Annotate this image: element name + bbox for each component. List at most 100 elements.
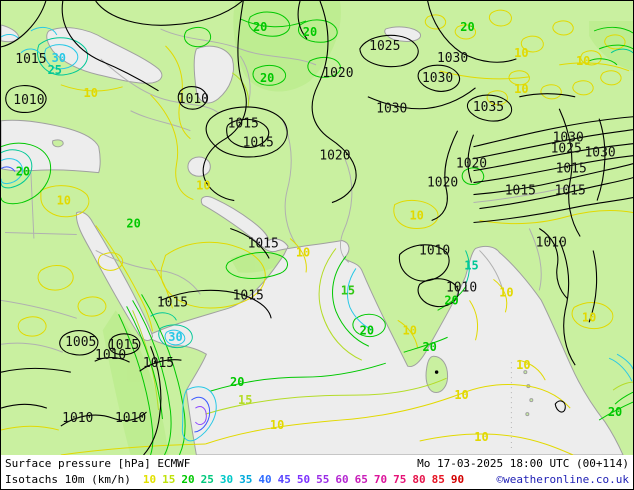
sea-shapes — [1, 24, 624, 455]
caspian-sea — [46, 27, 163, 84]
scale-value: 15 — [162, 473, 176, 486]
scale-value: 35 — [239, 473, 253, 486]
layer-title: Surface pressure [hPa] ECMWF — [5, 457, 191, 470]
pressure-label: 1015 — [108, 338, 139, 353]
isotach-label: 15 — [464, 258, 478, 272]
islands — [52, 139, 534, 417]
pressure-label: 1010 — [95, 348, 126, 363]
pressure-label: 1020 — [456, 157, 487, 172]
isotach-label: 10 — [576, 54, 590, 68]
scale-value: 70 — [373, 473, 388, 486]
isotach-contours-15 — [132, 72, 633, 415]
pressure-label: 1010 — [446, 280, 477, 295]
isotach-label: 20 — [16, 165, 30, 179]
pressure-label: 1020 — [322, 66, 353, 81]
scale-value: 10 — [142, 473, 157, 486]
mediterranean-sea — [1, 119, 101, 174]
country-borders — [1, 28, 580, 353]
scale-value: 40 — [258, 473, 272, 486]
black-sea-corner — [1, 24, 20, 43]
isotach-label: 10 — [270, 418, 284, 432]
pressure-label: 1020 — [319, 149, 350, 164]
isotach-label: 10 — [474, 430, 488, 444]
isotach-label: 10 — [582, 310, 596, 324]
pressure-label: 1015 — [233, 288, 264, 303]
isotach-label: 30 — [52, 51, 66, 65]
legend-row-1: Surface pressure [hPa] ECMWF Mo 17-03-20… — [5, 456, 629, 471]
isotach-label: 20 — [126, 216, 140, 230]
legend-row-2: Isotachs 10m (km/h) 10 15 20 25 30 35 40 45 50 55… — [5, 472, 629, 487]
desert-patch-2 — [187, 156, 211, 177]
scale-value: 75 — [393, 473, 407, 486]
isotach-label: 10 — [403, 323, 417, 337]
pressure-label: 1025 — [551, 142, 582, 157]
pressure-label: 1015 — [143, 356, 174, 371]
pressure-label: 1030 — [422, 71, 453, 86]
pressure-label: 1015 — [248, 236, 279, 251]
scale-value: 85 — [431, 473, 445, 486]
isotach-label: 20 — [444, 293, 458, 307]
isotach-contours-30 — [1, 26, 633, 442]
isotach-label: 10 — [409, 209, 423, 223]
copyright-link[interactable]: ©weatheronline.co.uk — [496, 473, 629, 486]
isobar-contours — [1, 1, 633, 455]
scale-value: 50 — [296, 473, 311, 486]
isotach-label: 10 — [499, 285, 513, 299]
pressure-label: 1015 — [15, 52, 46, 67]
isotach-label: 10 — [84, 86, 98, 100]
scale-value: 90 — [450, 473, 465, 486]
scale-value: 80 — [412, 473, 426, 486]
pressure-label: 1030 — [585, 146, 616, 161]
pressure-label: 1020 — [427, 176, 458, 191]
isotach-contours-10 — [1, 9, 633, 455]
isotach-label: 30 — [168, 330, 182, 344]
isotach-label: 20 — [253, 20, 267, 34]
isotach-contours-20 — [1, 11, 633, 455]
isotach-label: 15 — [238, 393, 252, 407]
scale-value: 25 — [200, 473, 214, 486]
highland-patch — [384, 26, 422, 42]
pressure-label: 1030 — [376, 102, 407, 117]
isotach-label: 10 — [514, 82, 528, 96]
pressure-label: 1010 — [536, 235, 567, 250]
pressure-label: 1005 — [65, 335, 96, 350]
pressure-label: 1010 — [13, 93, 44, 108]
isotach-label: 20 — [360, 323, 374, 337]
pressure-label: 1015 — [228, 117, 259, 132]
isotach-label: 20 — [230, 375, 244, 389]
pressure-label: 1030 — [437, 51, 468, 66]
pressure-label: 1015 — [157, 295, 188, 310]
pressure-label: 1015 — [555, 184, 586, 199]
indian-ocean — [145, 196, 624, 455]
scale-value: 30 — [219, 473, 234, 486]
scale-value: 45 — [277, 473, 291, 486]
timestamp: Mo 17-03-2025 18:00 UTC (00+114) — [417, 457, 629, 470]
scale-value: 60 — [335, 473, 349, 486]
scale-value: 20 — [181, 473, 195, 486]
isotach-contours-high — [1, 166, 211, 433]
isotach-label: 20 — [422, 340, 436, 354]
isotach-label: 25 — [48, 63, 62, 77]
scale-value: 65 — [354, 473, 368, 486]
isotach-scale: 10 15 20 25 30 35 40 45 50 55 60 65 70 75 80 85 90 — [143, 472, 464, 487]
isotach-label: 20 — [460, 20, 474, 34]
pressure-label: 1025 — [369, 39, 400, 54]
isotach-label: 10 — [454, 388, 468, 402]
pressure-label: 1035 — [473, 100, 504, 115]
pressure-label: 1010 — [62, 411, 93, 426]
red-sea — [75, 211, 154, 341]
legend-bar: Surface pressure [hPa] ECMWF Mo 17-03-20… — [1, 455, 633, 489]
isotach-label: 10 — [296, 245, 310, 259]
isotach-label: 10 — [516, 358, 530, 372]
cyprus — [52, 139, 64, 148]
isotach-label: 10 — [514, 46, 528, 60]
isotach-label: 10 — [196, 179, 210, 193]
isotach-label: 10 — [57, 194, 71, 208]
scale-value: 55 — [316, 473, 330, 486]
isotach-contours-25 — [1, 37, 633, 349]
pressure-label: 1010 — [115, 411, 146, 426]
